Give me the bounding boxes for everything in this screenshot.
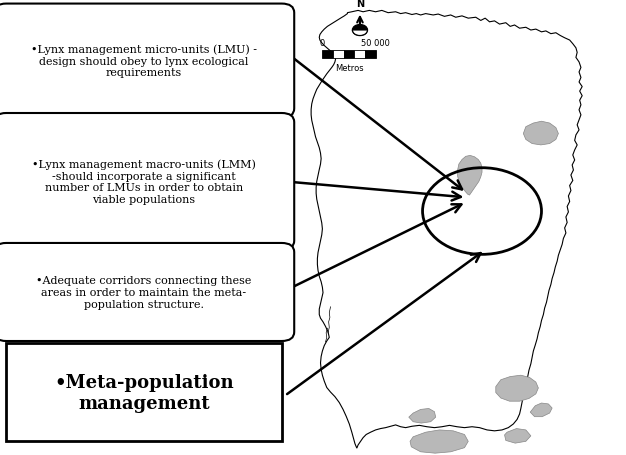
Polygon shape [410,430,468,453]
Text: •Adequate corridors connecting these
areas in order to maintain the meta-
popula: •Adequate corridors connecting these are… [36,276,252,309]
Text: N: N [356,0,364,9]
Polygon shape [311,11,582,448]
Bar [354,51,365,59]
Polygon shape [409,409,436,423]
Polygon shape [505,429,531,443]
FancyBboxPatch shape [0,243,294,341]
Text: Metros: Metros [335,64,363,73]
Bar [344,51,354,59]
Text: 50 000: 50 000 [361,39,390,48]
Polygon shape [496,375,538,401]
Bar [365,51,376,59]
Circle shape [352,25,367,36]
Text: •Lynx management macro-units (LMM)
-should incorporate a significant
number of L: •Lynx management macro-units (LMM) -shou… [32,159,256,205]
Wedge shape [352,31,367,36]
Bar [333,51,344,59]
Bar [322,51,333,59]
Text: 0: 0 [320,39,325,48]
FancyBboxPatch shape [0,114,294,250]
Polygon shape [530,403,552,417]
FancyBboxPatch shape [0,5,294,118]
Bar [6,344,282,441]
Polygon shape [523,122,558,146]
Polygon shape [458,156,482,196]
Text: •Meta-population
management: •Meta-population management [54,373,233,412]
Text: •Lynx management micro-units (LMU) -
design should obey to lynx ecological
requi: •Lynx management micro-units (LMU) - des… [31,45,257,78]
